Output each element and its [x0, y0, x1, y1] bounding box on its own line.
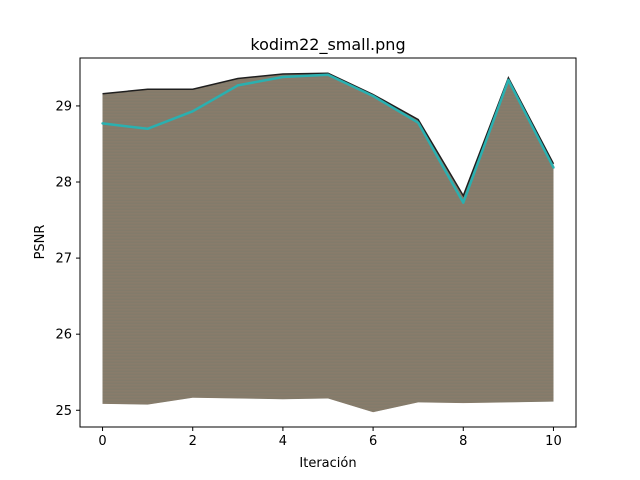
- x-axis-ticks: 0 2 4 6 8 10: [98, 427, 562, 449]
- y-tick-label: 27: [55, 252, 72, 267]
- band-upper-edge: [102, 72, 555, 198]
- data-point: [462, 201, 465, 204]
- x-axis-label: Iteración: [299, 456, 356, 471]
- y-axis-label: PSNR: [33, 225, 48, 260]
- y-tick-label: 28: [55, 176, 72, 191]
- band-lower-edge: [102, 397, 554, 413]
- band-area: [102, 73, 554, 413]
- data-point: [371, 94, 375, 98]
- y-tick-label: 26: [55, 328, 72, 343]
- x-tick-label: 0: [98, 434, 106, 449]
- data-point: [326, 73, 330, 76]
- plot-area: [101, 72, 555, 413]
- data-point: [417, 121, 420, 124]
- data-point: [146, 127, 149, 130]
- x-tick-label: 8: [459, 434, 467, 449]
- x-tick-label: 2: [189, 434, 197, 449]
- data-point: [236, 84, 239, 87]
- x-tick-label: 4: [279, 434, 287, 449]
- data-point: [281, 75, 285, 79]
- data-point: [507, 78, 510, 82]
- plot-frame: [79, 57, 577, 428]
- data-point: [552, 166, 555, 169]
- data-point: [191, 110, 194, 113]
- x-tick-label: 10: [545, 434, 562, 449]
- y-axis-ticks: 25 26 27 28 29: [55, 99, 80, 419]
- y-tick-label: 25: [55, 404, 72, 419]
- series-group: [101, 73, 555, 204]
- chart-title: kodim22_small.png: [250, 35, 405, 55]
- y-tick-label: 29: [55, 99, 72, 114]
- x-tick-label: 6: [369, 434, 377, 449]
- data-point: [101, 122, 104, 125]
